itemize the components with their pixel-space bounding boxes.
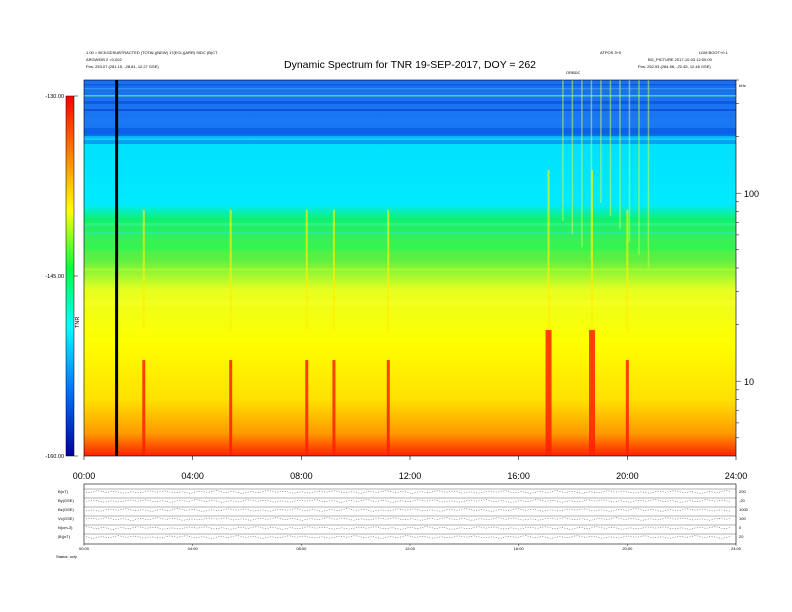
spectrogram-band	[84, 95, 736, 97]
spectrogram-band	[84, 232, 736, 234]
burst-high-freq	[562, 80, 564, 222]
row-right-label: 200	[739, 489, 746, 494]
burst-yellow	[547, 170, 550, 330]
bottom-panel-x-ticks: 00:00 04:00 08:00 12:00 16:00 20:00 24:00	[79, 544, 742, 551]
burst-high-freq	[590, 80, 593, 261]
bottom-x-tick-label: 08:00	[296, 546, 307, 551]
bottom-x-tick-label: 04:00	[188, 546, 199, 551]
colorbar-tick-label: -145.00	[45, 274, 64, 280]
x-tick-label: 20:00	[616, 471, 639, 481]
y-axis-ticks: 100 10	[736, 79, 759, 439]
burst-high-freq	[581, 80, 583, 248]
spectrogram-bands	[84, 84, 736, 306]
y-top-label: kHz	[739, 83, 746, 88]
colorbar-tick-label: -130.00	[45, 94, 64, 100]
burst-yellow	[387, 210, 390, 330]
row-label: N(cm-3)	[58, 525, 73, 530]
bottom-x-tick-label: 24:00	[731, 546, 742, 551]
burst-high-freq	[638, 80, 640, 255]
burst-yellow	[305, 210, 308, 330]
row-right-label: 0	[739, 525, 742, 530]
colorbar-side-label: TNR	[75, 317, 81, 328]
row-trace	[85, 526, 731, 530]
spectrogram-band	[84, 128, 736, 136]
burst-high-freq	[647, 80, 650, 268]
marker-label: ORBDC	[566, 70, 581, 75]
burst-high-freq	[609, 80, 612, 216]
spectrogram-band	[84, 223, 736, 226]
spectrogram-band	[84, 101, 736, 104]
burst-yellow	[229, 210, 232, 330]
burst-red	[386, 360, 390, 456]
x-tick-label: 00:00	[73, 471, 96, 481]
header-right-line2: LDM BOOT+0.1	[699, 50, 729, 55]
x-tick-label: 04:00	[181, 471, 204, 481]
spectrogram-band	[84, 300, 736, 306]
header-left-line2: ARGWEIB 2 =0.002	[86, 57, 122, 62]
burst-high-freq	[619, 80, 621, 229]
header-left-pos: Pos: 253.07 (281.15, -28.81, 12.27 GSE)	[86, 64, 159, 69]
header-right-line1: ATPOS 3+0	[600, 50, 622, 55]
x-tick-label: 24:00	[725, 471, 748, 481]
spectrogram-band	[84, 118, 736, 124]
x-axis-ticks: 00:00 04:00 08:00 12:00 16:00 20:00 24:00	[73, 456, 748, 481]
row-trace	[85, 535, 731, 539]
spectrogram	[83, 79, 737, 457]
header-right-line3: BG_PICTURE 2017-10-03 12:00:00	[648, 57, 713, 62]
spectrogram-band	[84, 84, 736, 86]
row-trace	[85, 490, 731, 494]
colorbar-ticks: -130.00 -145.00 -160.00	[45, 94, 78, 460]
spectrogram-bursts	[142, 80, 650, 456]
burst-red	[545, 330, 552, 456]
status-label: Status: ovfy	[56, 554, 77, 559]
burst-high-freq	[600, 80, 602, 203]
colorbar-tick-label: -160.00	[45, 454, 64, 460]
burst-red	[229, 360, 233, 456]
burst-red	[625, 360, 629, 456]
bottom-x-tick-label: 12:00	[405, 546, 416, 551]
spectrogram-band	[84, 88, 736, 90]
burst-yellow	[626, 210, 629, 330]
x-tick-label: 08:00	[290, 471, 313, 481]
row-label: By(GSE)	[58, 498, 74, 503]
burst-red	[142, 360, 146, 456]
burst-red	[332, 360, 336, 456]
y-tick-label: 10	[744, 377, 754, 387]
header-right-pos: Pos: 252.93 (284.56, -22.45, 12.46 GSE)	[638, 64, 711, 69]
burst-red	[305, 360, 309, 456]
spectrogram-band	[84, 268, 736, 271]
row-right-label: 20	[739, 534, 744, 539]
colorbar	[65, 95, 75, 457]
header-left-line1: 1.00 = BCKGDSUBTRACTED (TOTAL)(NEW) 17(E…	[86, 50, 218, 55]
burst-high-freq	[571, 80, 574, 235]
chart-title: Dynamic Spectrum for TNR 19-SEP-2017, DO…	[284, 59, 536, 71]
y-tick-label: 100	[744, 189, 759, 199]
burst-red	[589, 330, 596, 456]
row-trace	[85, 499, 731, 503]
row-right-label: 100	[739, 516, 746, 521]
row-right-label: -20	[739, 498, 746, 503]
bottom-x-tick-label: 16:00	[514, 546, 525, 551]
x-tick-label: 12:00	[399, 471, 422, 481]
bottom-x-tick-label: 20:00	[622, 546, 633, 551]
row-label: |B|(nT)	[58, 534, 71, 539]
burst-yellow	[332, 210, 335, 330]
spectrogram-band	[84, 244, 736, 250]
spectrogram-band	[84, 140, 736, 144]
row-trace	[85, 517, 731, 521]
burst-yellow	[142, 210, 145, 330]
x-tick-label: 16:00	[507, 471, 530, 481]
row-right-label: 1000	[739, 507, 749, 512]
row-label: Bz(GSE)	[58, 507, 74, 512]
bottom-x-tick-label: 00:00	[79, 546, 90, 551]
row-trace	[85, 508, 731, 512]
spectrogram-band	[84, 109, 736, 111]
row-label: B(nT)	[58, 489, 69, 494]
row-label: Vx(GSE)	[58, 516, 74, 521]
burst-high-freq	[628, 80, 631, 242]
